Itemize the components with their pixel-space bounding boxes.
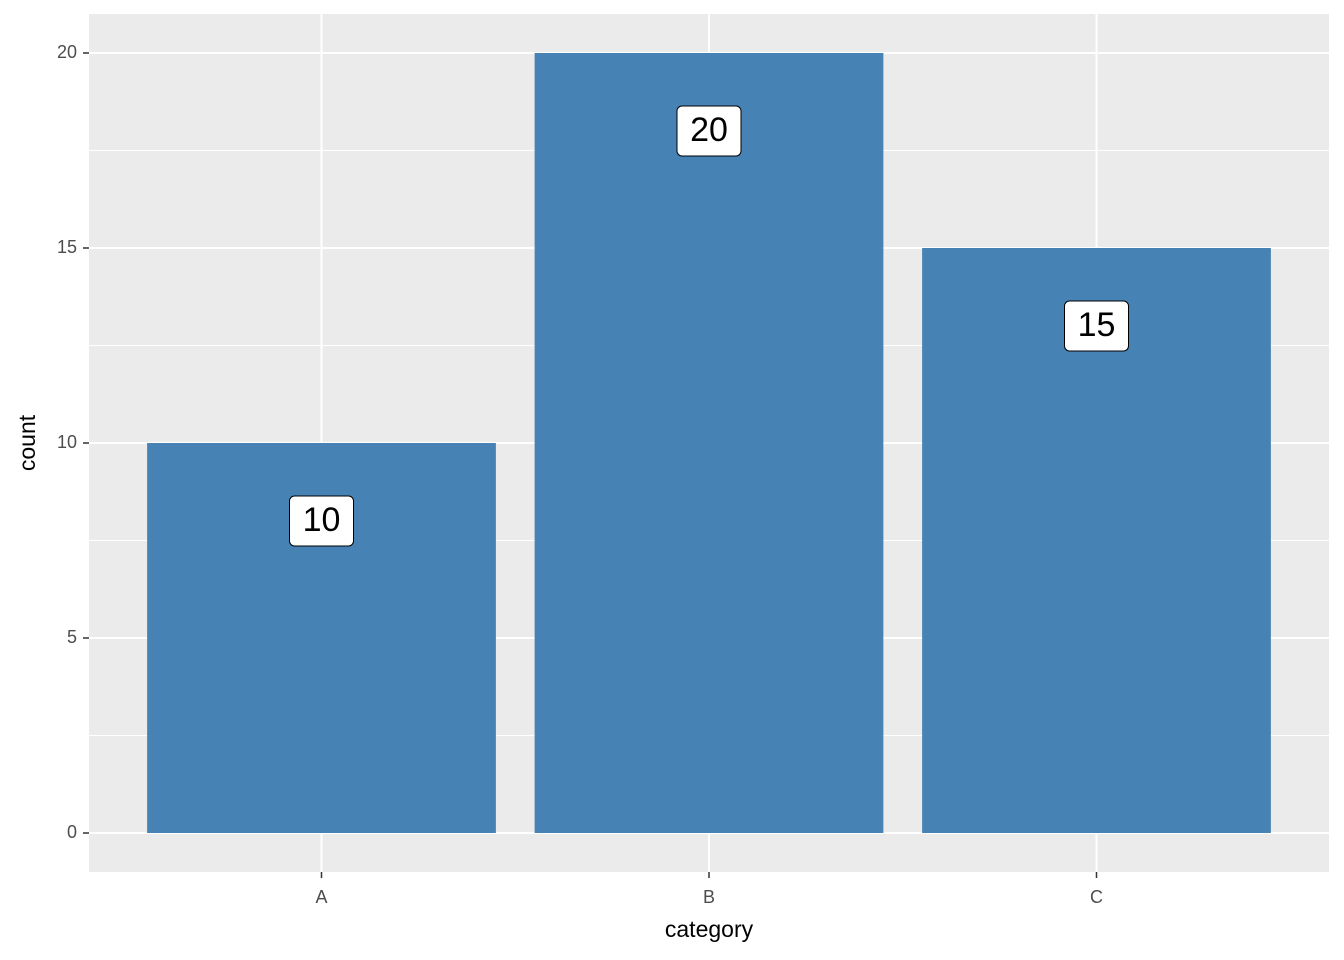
y-tick-label: 5	[67, 627, 77, 647]
x-axis-title: category	[665, 916, 754, 942]
x-tick-label: C	[1090, 887, 1103, 907]
x-tick-label: A	[315, 887, 327, 907]
value-label-box	[289, 495, 354, 547]
value-label: 10	[303, 501, 341, 539]
x-tick-label: B	[703, 887, 715, 907]
y-tick-label: 0	[67, 822, 77, 842]
value-label-box	[1064, 300, 1129, 352]
y-axis-title: count	[14, 414, 40, 471]
y-tick-label: 20	[57, 42, 77, 62]
value-label: 15	[1078, 306, 1116, 344]
y-tick-label: 15	[57, 237, 77, 257]
value-label-box	[676, 105, 742, 157]
bar	[534, 53, 884, 833]
y-tick-label: 10	[57, 432, 77, 452]
value-label: 20	[690, 111, 728, 149]
